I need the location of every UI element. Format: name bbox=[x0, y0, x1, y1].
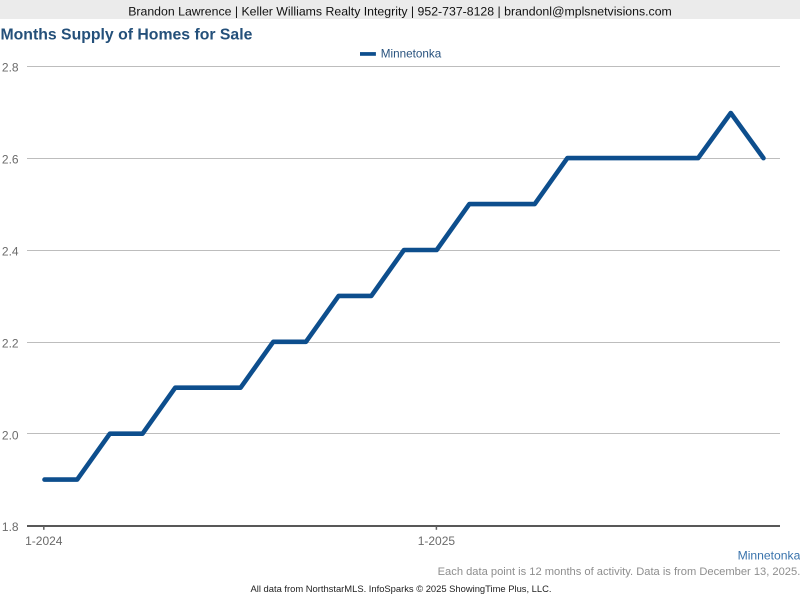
svg-text:2.4: 2.4 bbox=[2, 245, 19, 259]
svg-text:All data from NorthstarMLS. In: All data from NorthstarMLS. InfoSparks ©… bbox=[251, 583, 552, 594]
svg-text:2.0: 2.0 bbox=[2, 429, 19, 443]
svg-text:Months Supply of Homes for Sal: Months Supply of Homes for Sale bbox=[1, 27, 253, 44]
svg-text:Each data point is 12 months o: Each data point is 12 months of activity… bbox=[438, 566, 800, 578]
svg-text:1-2025: 1-2025 bbox=[418, 534, 456, 548]
svg-text:2.8: 2.8 bbox=[2, 61, 19, 75]
svg-text:2.2: 2.2 bbox=[2, 337, 19, 351]
svg-text:1.8: 1.8 bbox=[2, 520, 19, 534]
svg-text:Minnetonka: Minnetonka bbox=[738, 549, 800, 563]
svg-text:Minnetonka: Minnetonka bbox=[381, 47, 442, 60]
svg-text:2.6: 2.6 bbox=[2, 153, 19, 167]
svg-text:Brandon Lawrence | Keller Will: Brandon Lawrence | Keller Williams Realt… bbox=[128, 5, 672, 19]
svg-text:1-2024: 1-2024 bbox=[25, 534, 63, 548]
